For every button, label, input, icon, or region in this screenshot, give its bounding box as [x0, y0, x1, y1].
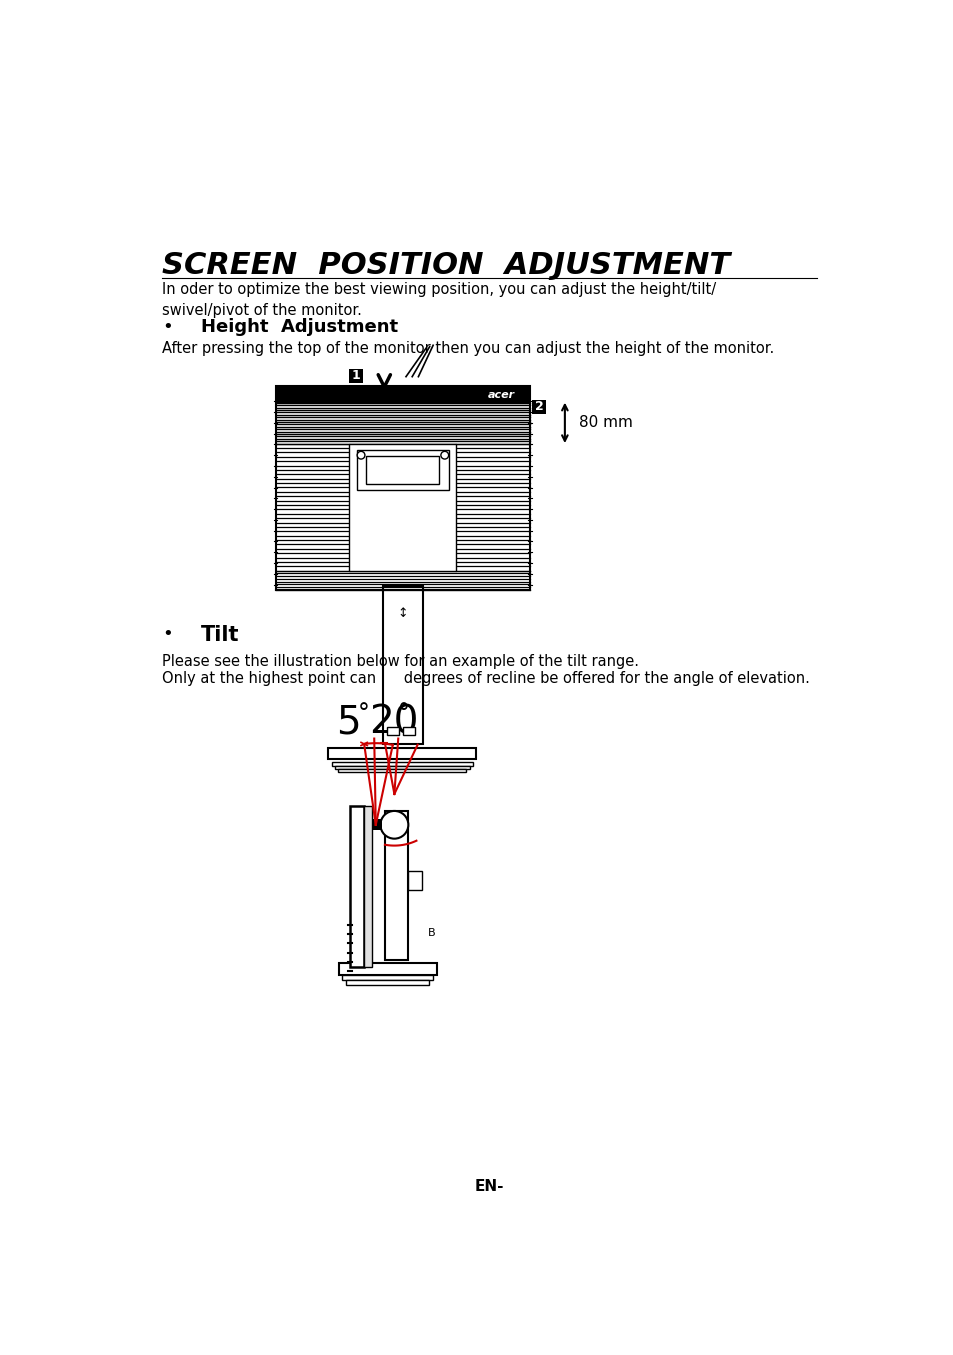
Bar	[275, 386, 530, 402]
Bar	[328, 748, 476, 759]
Bar	[402, 728, 415, 734]
Text: B: B	[427, 928, 435, 938]
Bar	[364, 806, 372, 967]
Bar	[382, 587, 422, 744]
Text: 5: 5	[335, 703, 360, 743]
Text: °: °	[397, 702, 410, 725]
Bar	[275, 386, 530, 589]
Text: Tilt: Tilt	[200, 625, 239, 645]
Bar	[356, 450, 448, 491]
Bar	[532, 400, 546, 413]
Text: 1: 1	[352, 370, 360, 382]
Bar	[346, 980, 429, 985]
Bar	[386, 728, 398, 734]
Bar	[342, 976, 433, 980]
Bar	[385, 810, 408, 959]
Bar	[338, 963, 436, 976]
Text: EN-: EN-	[474, 1179, 503, 1194]
Text: •: •	[162, 625, 172, 642]
Bar	[373, 820, 381, 831]
Circle shape	[380, 810, 408, 839]
Bar	[349, 443, 456, 570]
Bar	[350, 806, 364, 967]
Text: In oder to optimize the best viewing position, you can adjust the height/tilt/
s: In oder to optimize the best viewing pos…	[162, 282, 716, 318]
Bar	[349, 369, 363, 383]
Text: 80 mm: 80 mm	[578, 416, 632, 431]
Text: °: °	[357, 702, 370, 725]
Text: After pressing the top of the monitor then you can adjust the height of the moni: After pressing the top of the monitor th…	[162, 341, 773, 356]
Text: ↕: ↕	[397, 607, 408, 619]
Circle shape	[356, 451, 365, 459]
Text: Only at the highest point can      degrees of recline be offered for the angle o: Only at the highest point can degrees of…	[162, 671, 809, 686]
Bar	[335, 766, 469, 768]
Circle shape	[440, 451, 448, 459]
Bar	[332, 763, 472, 766]
Bar	[366, 457, 439, 484]
Text: Please see the illustration below for an example of the tilt range.: Please see the illustration below for an…	[162, 654, 639, 669]
Text: SCREEN  POSITION  ADJUSTMENT: SCREEN POSITION ADJUSTMENT	[162, 251, 729, 280]
Text: 2: 2	[535, 400, 543, 413]
Bar	[408, 871, 422, 890]
Text: Height  Adjustment: Height Adjustment	[200, 318, 397, 336]
Text: acer: acer	[487, 390, 514, 400]
Text: 20: 20	[369, 703, 417, 743]
Bar	[337, 768, 466, 771]
Text: •: •	[162, 318, 172, 336]
